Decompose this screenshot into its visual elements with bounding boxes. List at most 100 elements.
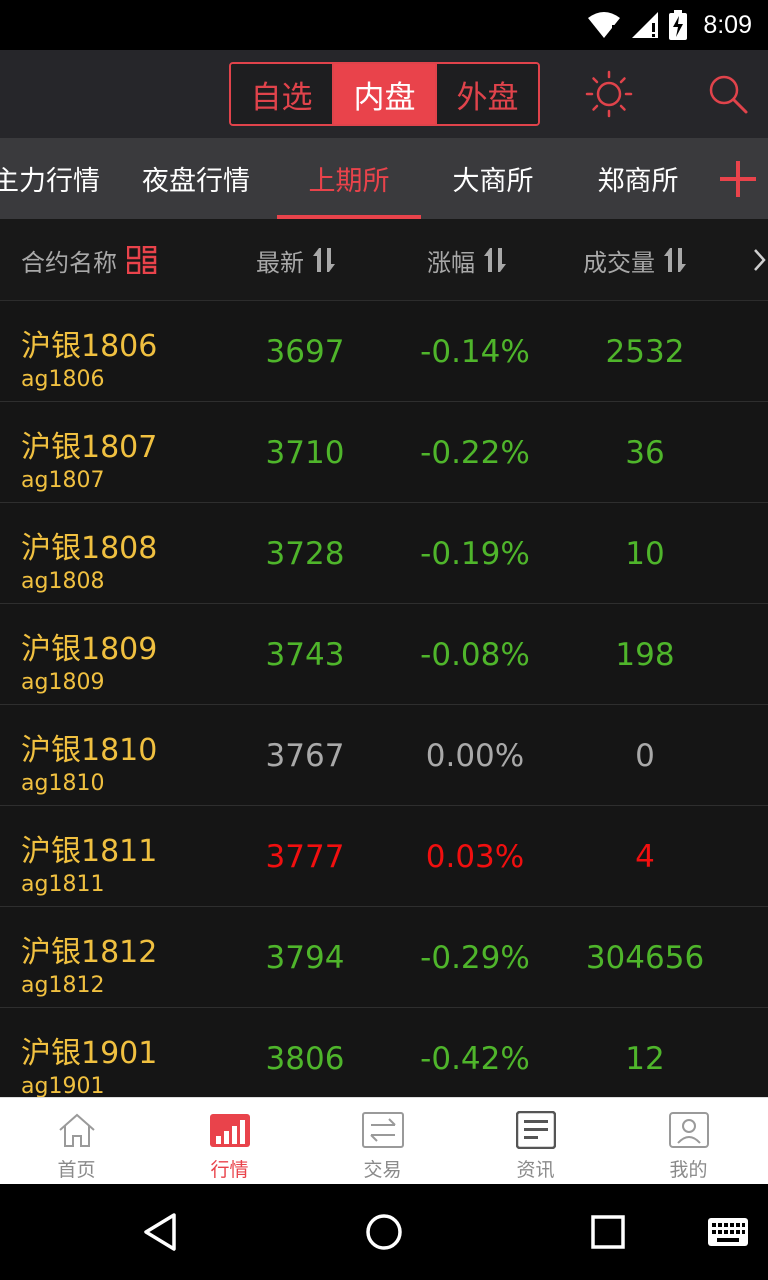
nav-home-label: 首页: [57, 1159, 96, 1181]
segment-domestic[interactable]: 内盘: [332, 64, 435, 124]
tab-shfe[interactable]: 上期所: [308, 166, 390, 197]
quote-row[interactable]: 沪银1809 ag1809 3743 -0.08% 198: [0, 604, 768, 705]
quote-row[interactable]: 沪银1901 ag1901 3806 -0.42% 12: [0, 1008, 768, 1097]
tab-dce[interactable]: 大商所: [452, 166, 534, 197]
sort-icon: [484, 248, 506, 272]
nav-profile[interactable]: 我的: [612, 1098, 765, 1185]
contract-code: ag1807: [21, 468, 105, 493]
column-label-name: 合约名称: [21, 248, 117, 277]
market-segment-control: 自选 内盘 外盘: [229, 62, 540, 126]
nav-profile-label: 我的: [669, 1159, 708, 1181]
contract-code: ag1809: [21, 670, 105, 695]
nav-home[interactable]: 首页: [0, 1098, 153, 1185]
contract-code: ag1806: [21, 367, 105, 392]
column-last-price[interactable]: 最新: [256, 219, 336, 301]
tab-czce[interactable]: 郑商所: [597, 166, 679, 197]
contract-name: 沪银1901: [21, 1036, 158, 1071]
wifi-icon: [588, 12, 621, 39]
contract-code: ag1811: [21, 872, 105, 897]
home-circle-icon[interactable]: [358, 1206, 410, 1258]
contract-name: 沪银1807: [21, 430, 158, 465]
plus-icon: [720, 160, 756, 197]
home-icon: [57, 1110, 97, 1150]
market-icon: [209, 1110, 250, 1150]
change-percent: -0.08%: [420, 636, 530, 673]
news-icon: [515, 1110, 556, 1150]
last-price: 3697: [265, 333, 345, 370]
signal-icon: [632, 12, 659, 38]
volume: 12: [625, 1040, 665, 1077]
column-contract-name: 合约名称: [21, 219, 157, 301]
last-price: 3728: [265, 535, 345, 572]
brightness-icon[interactable]: [583, 68, 635, 120]
change-percent: -0.14%: [420, 333, 530, 370]
nav-news-label: 资讯: [516, 1159, 555, 1181]
column-change[interactable]: 涨幅: [427, 219, 507, 301]
add-tab-button[interactable]: [708, 138, 768, 219]
chevron-right-icon[interactable]: [744, 219, 768, 301]
back-icon[interactable]: [134, 1206, 186, 1258]
contract-code: ag1808: [21, 569, 105, 594]
quote-row[interactable]: 沪银1812 ag1812 3794 -0.29% 304656: [0, 907, 768, 1008]
nav-trade[interactable]: 交易: [306, 1098, 459, 1185]
contract-code: ag1812: [21, 973, 105, 998]
profile-icon: [668, 1110, 709, 1150]
last-price: 3777: [265, 838, 345, 875]
contract-name: 沪银1810: [21, 733, 158, 768]
quote-list: 沪银1806 ag1806 3697 -0.14% 2532 沪银1807 ag…: [0, 301, 768, 1097]
column-header: 合约名称 最新 涨幅 成交量: [0, 219, 768, 301]
tab-main-contracts[interactable]: 主力行情: [0, 166, 100, 197]
keyboard-icon[interactable]: [702, 1206, 754, 1258]
last-price: 3767: [265, 737, 345, 774]
contract-code: ag1810: [21, 771, 105, 796]
sort-icon: [313, 248, 335, 272]
change-percent: -0.22%: [420, 434, 530, 471]
nav-market-label: 行情: [210, 1159, 249, 1181]
status-icons: 8:09: [587, 8, 752, 42]
quote-row[interactable]: 沪银1807 ag1807 3710 -0.22% 36: [0, 402, 768, 503]
column-label-volume: 成交量: [583, 248, 655, 277]
change-percent: -0.42%: [420, 1040, 530, 1077]
quote-row[interactable]: 沪银1808 ag1808 3728 -0.19% 10: [0, 503, 768, 604]
search-icon[interactable]: [702, 68, 754, 120]
top-header: 自选 内盘 外盘: [0, 50, 768, 138]
change-percent: 0.00%: [425, 737, 525, 774]
column-label-last: 最新: [256, 248, 304, 277]
volume: 304656: [585, 939, 705, 976]
volume: 198: [615, 636, 675, 673]
change-percent: -0.29%: [420, 939, 530, 976]
last-price: 3710: [265, 434, 345, 471]
nav-market[interactable]: 行情: [153, 1098, 306, 1185]
column-volume[interactable]: 成交量: [583, 219, 687, 301]
column-label-change: 涨幅: [427, 248, 475, 277]
contract-name: 沪银1808: [21, 531, 158, 566]
contract-name: 沪银1806: [21, 329, 158, 364]
contract-code: ag1901: [21, 1074, 105, 1097]
nav-news[interactable]: 资讯: [459, 1098, 612, 1185]
recent-apps-icon[interactable]: [582, 1206, 634, 1258]
tab-night-session[interactable]: 夜盘行情: [142, 166, 250, 197]
contract-name: 沪银1811: [21, 834, 158, 869]
quote-row[interactable]: 沪银1806 ag1806 3697 -0.14% 2532: [0, 301, 768, 402]
last-price: 3806: [265, 1040, 345, 1077]
volume: 4: [635, 838, 655, 875]
bottom-nav: 首页 行情 交易: [0, 1097, 768, 1184]
volume: 10: [625, 535, 665, 572]
system-nav-bar: [0, 1184, 768, 1280]
sort-icon: [664, 248, 686, 272]
contract-name: 沪银1809: [21, 632, 158, 667]
change-percent: -0.19%: [420, 535, 530, 572]
quote-row[interactable]: 沪银1810 ag1810 3767 0.00% 0: [0, 705, 768, 806]
quote-row[interactable]: 沪银1811 ag1811 3777 0.03% 4: [0, 806, 768, 907]
active-tab-indicator: [277, 215, 421, 219]
exchange-tabs: 主力行情 夜盘行情 上期所 大商所 郑商所: [0, 138, 768, 219]
volume: 0: [635, 737, 655, 774]
segment-foreign[interactable]: 外盘: [435, 64, 538, 124]
trade-icon: [361, 1110, 404, 1150]
status-time: 8:09: [703, 10, 752, 39]
change-percent: 0.03%: [425, 838, 525, 875]
segment-watchlist[interactable]: 自选: [231, 64, 332, 124]
volume: 2532: [605, 333, 685, 370]
contract-name: 沪银1812: [21, 935, 158, 970]
layout-grid-icon[interactable]: [127, 246, 157, 274]
